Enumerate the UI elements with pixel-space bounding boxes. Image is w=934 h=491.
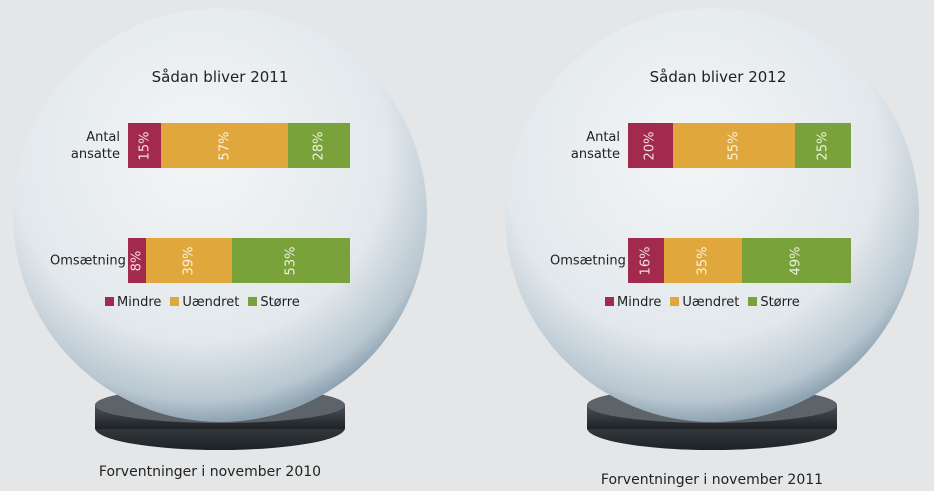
bar-segment: 8% [128, 238, 146, 283]
category-label: Omsætning [550, 252, 620, 269]
value-label: 49% [789, 246, 804, 275]
bar-segment: 39% [146, 238, 233, 283]
value-label: 8% [129, 250, 144, 271]
category-label: Antal ansatte [50, 129, 120, 163]
value-label: 53% [284, 246, 299, 275]
legend-item: Uændret [670, 295, 739, 310]
bar-segment: 35% [664, 238, 742, 283]
bar-segment: 16% [628, 238, 664, 283]
legend-label: Større [260, 295, 299, 310]
bar-segment: 49% [742, 238, 851, 283]
bar-segment: 53% [232, 238, 350, 283]
legend-label: Mindre [617, 295, 661, 310]
legend-swatch [170, 297, 179, 306]
value-label: 15% [137, 131, 152, 160]
legend-swatch [605, 297, 614, 306]
value-label: 20% [643, 131, 658, 160]
legend-swatch [105, 297, 114, 306]
legend: Mindre Uændret Større [605, 295, 800, 310]
category-label: Antal ansatte [550, 129, 620, 163]
bar-segment: 15% [128, 123, 161, 168]
legend-item: Større [748, 295, 799, 310]
legend-label: Mindre [117, 295, 161, 310]
page: Sådan bliver 2011 Antal ansatte 15% 57% 28% O… [0, 0, 934, 491]
legend: Mindre Uændret Større [105, 295, 300, 310]
legend-label: Uændret [182, 295, 239, 310]
legend-label: Uændret [682, 295, 739, 310]
legend-label: Større [760, 295, 799, 310]
bar-segment: 20% [628, 123, 673, 168]
bar-segment: 28% [288, 123, 350, 168]
legend-item: Mindre [105, 295, 161, 310]
value-label: 57% [217, 131, 232, 160]
chart-title: Sådan bliver 2012 [650, 68, 787, 86]
caption: Forventninger i november 2011 [601, 472, 823, 488]
legend-item: Større [248, 295, 299, 310]
legend-item: Mindre [605, 295, 661, 310]
bar-segment: 25% [795, 123, 851, 168]
value-label: 16% [638, 246, 653, 275]
bar-segment: 57% [161, 123, 288, 168]
chart-title: Sådan bliver 2011 [152, 68, 289, 86]
caption: Forventninger i november 2010 [99, 464, 321, 480]
legend-swatch [748, 297, 757, 306]
value-label: 35% [695, 246, 710, 275]
value-label: 39% [182, 246, 197, 275]
category-label: Omsætning [50, 252, 120, 269]
legend-swatch [248, 297, 257, 306]
bar-segment: 55% [673, 123, 796, 168]
legend-item: Uændret [170, 295, 239, 310]
value-label: 28% [311, 131, 326, 160]
legend-swatch [670, 297, 679, 306]
value-label: 25% [816, 131, 831, 160]
value-label: 55% [726, 131, 741, 160]
